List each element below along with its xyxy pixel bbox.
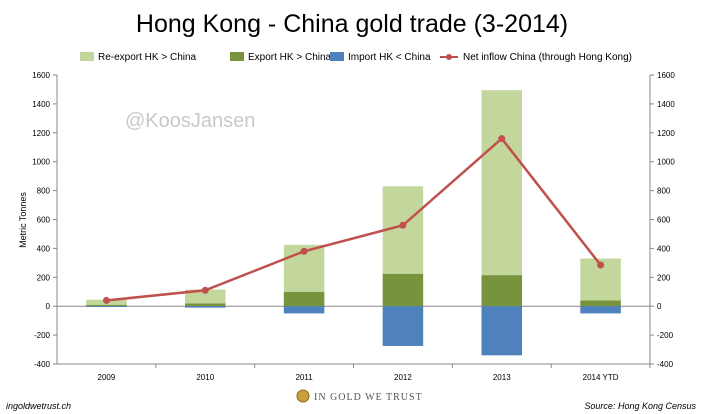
net-inflow-line	[106, 136, 602, 302]
y-tick-label-left: 1400	[32, 100, 50, 109]
y-tick-label-left: -200	[34, 331, 51, 340]
y-tick-label-right: 1400	[657, 100, 675, 109]
plot-area: -400 -400 -200 -200 0 0 200 200 400 400 600 600 800 8…	[32, 71, 675, 382]
chart-title: Hong Kong - China gold trade (3-2014)	[136, 10, 568, 38]
footer-brand: IN GOLD WE TRUST	[314, 392, 423, 403]
bar-export-1	[184, 303, 226, 307]
y-tick-label-left: 800	[37, 187, 51, 196]
bar-export-4	[481, 275, 523, 307]
y-tick-label-left: 1600	[32, 71, 50, 80]
y-tick-label-left: 1000	[32, 158, 50, 167]
bar-export-3	[382, 273, 424, 307]
x-tick-label: 2012	[394, 373, 412, 382]
y-tick-label-right: 1000	[657, 158, 675, 167]
bar-export-2	[283, 291, 325, 307]
bar-export-5	[580, 300, 621, 307]
y-tick-label-right: 400	[657, 244, 671, 253]
legend: Re-export HK > China Export HK > China Imp…	[80, 52, 632, 63]
y-tick-label-right: 1200	[657, 129, 675, 138]
bar-import-5	[580, 306, 621, 314]
net-inflow-point-0	[102, 296, 110, 304]
y-tick-label-right: -200	[657, 331, 674, 340]
legend-marker-3	[446, 54, 452, 60]
footer-site: ingoldwetrust.ch	[6, 401, 71, 411]
net-inflow-point-3	[399, 221, 407, 229]
legend-swatch-0	[80, 52, 94, 61]
y-tick-label-left: 400	[37, 244, 51, 253]
bar-re-export-1	[184, 289, 226, 304]
bar-re-export-4	[481, 90, 523, 276]
legend-swatch-1	[230, 52, 244, 61]
bar-import-1	[184, 306, 226, 308]
y-tick-label-left: -400	[34, 360, 51, 369]
net-inflow-point-1	[201, 286, 209, 294]
gold-coin-icon	[296, 389, 310, 403]
legend-label-0: Re-export HK > China	[98, 52, 197, 63]
y-tick-label-left: 1200	[32, 129, 50, 138]
net-inflow-point-4	[498, 135, 506, 143]
legend-label-2: Import HK < China	[348, 52, 431, 63]
x-tick-label: 2010	[196, 373, 214, 382]
bar-import-3	[382, 306, 424, 346]
legend-label-3: Net inflow China (through Hong Kong)	[463, 52, 632, 63]
net-inflow-point-2	[300, 247, 308, 255]
footer-logo: IN GOLD WE TRUST	[296, 389, 423, 403]
x-tick-label: 2013	[493, 373, 511, 382]
y-tick-label-left: 200	[37, 273, 51, 282]
y-tick-label-left: 0	[46, 302, 51, 311]
net-inflow-point-5	[597, 261, 605, 269]
y-tick-label-right: 0	[657, 302, 662, 311]
legend-swatch-2	[330, 52, 344, 61]
bar-import-2	[283, 306, 325, 314]
y-tick-label-right: -400	[657, 360, 674, 369]
y-tick-label-right: 1600	[657, 71, 675, 80]
y-tick-label-right: 200	[657, 273, 671, 282]
y-tick-label-right: 600	[657, 216, 671, 225]
x-tick-label: 2009	[98, 373, 116, 382]
y-axis-label: Metric Tonnes	[18, 192, 28, 248]
watermark: @KoosJansen	[125, 110, 255, 132]
bar-import-4	[481, 306, 523, 356]
bar-export-0	[86, 304, 127, 307]
bar-import-0	[86, 306, 127, 307]
x-tick-label: 2011	[295, 373, 313, 382]
x-tick-label: 2014 YTD	[583, 373, 619, 382]
footer-source: Source: Hong Kong Census	[584, 401, 696, 411]
y-tick-label-left: 600	[37, 216, 51, 225]
legend-label-1: Export HK > China	[248, 52, 332, 63]
y-tick-label-right: 800	[657, 187, 671, 196]
